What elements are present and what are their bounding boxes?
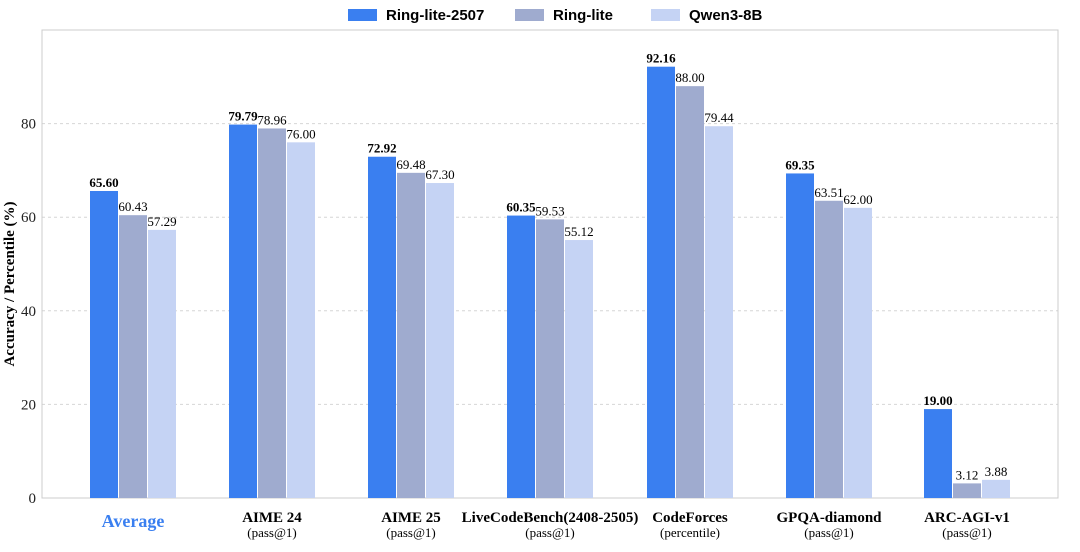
y-tick-label: 80: [21, 117, 36, 133]
legend-swatch: [515, 9, 544, 21]
y-tick-label: 60: [21, 210, 36, 226]
y-axis: 0 20 40 60 80: [21, 117, 36, 507]
bar-value-label: 72.92: [367, 141, 396, 156]
bar-ring-lite-2507-3: [507, 215, 535, 498]
bar-value-label: 92.16: [646, 51, 676, 66]
bar-qwen3-8b-2: [426, 183, 454, 498]
x-tick-label: ARC-AGI-v1: [924, 510, 1010, 526]
legend-label: Ring-lite: [553, 7, 613, 24]
bars: [90, 66, 1010, 499]
bar-value-label: 60.43: [118, 199, 147, 214]
bar-ring-lite-2507-6: [924, 409, 952, 498]
bar-ring-lite-1: [258, 128, 286, 498]
bar-ring-lite-6: [953, 483, 981, 498]
bar-ring-lite-2507-0: [90, 190, 118, 498]
bar-ring-lite-2: [397, 172, 425, 498]
bar-qwen3-8b-6: [982, 479, 1010, 498]
bar-ring-lite-2507-5: [786, 173, 814, 498]
bar-value-label: 60.35: [506, 200, 536, 215]
bar-value-label: 63.51: [814, 185, 843, 200]
legend-swatch: [651, 9, 680, 21]
x-axis: Average AIME 24(pass@1)AIME 25(pass@1)Liv…: [102, 510, 1010, 540]
bar-value-label: 59.53: [535, 203, 564, 218]
bar-value-label: 67.30: [425, 167, 454, 182]
x-tick-sublabel: (percentile): [660, 525, 720, 540]
x-tick-sublabel: (pass@1): [525, 525, 575, 540]
bar-value-label: 69.35: [785, 157, 815, 172]
bar-value-label: 62.00: [843, 192, 872, 207]
x-tick-label: AIME 24: [242, 510, 302, 526]
bar-value-label: 57.29: [147, 214, 176, 229]
legend: Ring-lite-2507 Ring-lite Qwen3-8B: [348, 7, 763, 24]
x-tick-label: AIME 25: [381, 510, 441, 526]
bar-value-label: 65.60: [89, 175, 118, 190]
bar-value-label: 3.88: [985, 464, 1008, 479]
bar-value-label: 69.48: [396, 157, 425, 172]
bar-ring-lite-2507-1: [229, 124, 257, 499]
bar-value-label: 55.12: [564, 224, 593, 239]
y-tick-label: 20: [21, 397, 36, 413]
bar-qwen3-8b-5: [844, 207, 872, 498]
bar-ring-lite-4: [676, 86, 704, 498]
bar-value-label: 78.96: [257, 112, 287, 127]
bar-qwen3-8b-3: [565, 240, 593, 499]
x-tick-label: GPQA-diamond: [776, 510, 882, 526]
bar-qwen3-8b-1: [287, 142, 315, 498]
bar-value-label: 76.00: [286, 126, 315, 141]
grid-lines: [42, 123, 1058, 405]
bar-ring-lite-2507-4: [647, 66, 675, 499]
bar-value-label: 79.44: [704, 110, 734, 125]
x-tick-sublabel: (pass@1): [386, 525, 436, 540]
legend-swatch: [348, 9, 377, 21]
bar-value-label: 19.00: [923, 393, 952, 408]
x-tick-label: LiveCodeBench(2408-2505): [462, 510, 639, 526]
bar-qwen3-8b-0: [148, 229, 176, 498]
y-tick-label: 0: [29, 491, 37, 507]
bar-value-label: 88.00: [675, 70, 704, 85]
legend-label: Qwen3-8B: [689, 7, 763, 24]
x-tick-sublabel: (pass@1): [804, 525, 854, 540]
x-tick-label: CodeForces: [652, 510, 728, 526]
x-tick-sublabel: (pass@1): [247, 525, 297, 540]
bar-value-label: 3.12: [956, 467, 979, 482]
y-axis-label: Accuracy / Percentile (%): [2, 201, 18, 366]
bar-value-label: 79.79: [228, 109, 258, 124]
bar-ring-lite-5: [815, 200, 843, 498]
bar-ring-lite-2507-2: [368, 156, 396, 498]
bar-qwen3-8b-4: [705, 126, 733, 499]
x-tick-label: Average: [102, 511, 165, 531]
x-tick-sublabel: (pass@1): [942, 525, 992, 540]
bar-ring-lite-0: [119, 215, 147, 498]
y-tick-label: 40: [21, 304, 36, 320]
legend-label: Ring-lite-2507: [386, 7, 484, 24]
bar-ring-lite-3: [536, 219, 564, 498]
